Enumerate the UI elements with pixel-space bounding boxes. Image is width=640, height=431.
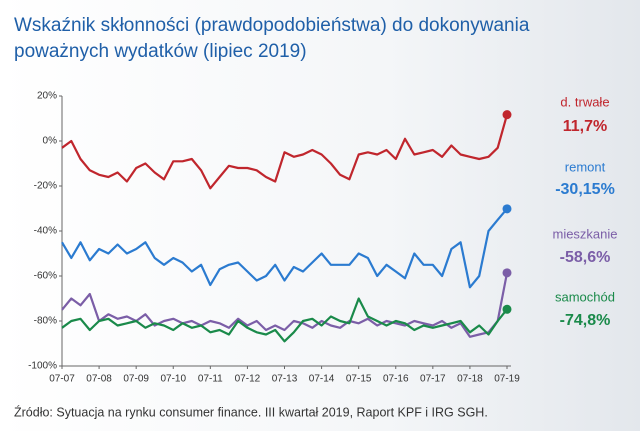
- chart-title: Wskaźnik skłonności (prawdopodobieństwa)…: [14, 15, 530, 36]
- legend-label: mieszkanie: [552, 226, 617, 241]
- x-tick-label: 07-12: [235, 374, 261, 385]
- x-tick-label: 07-10: [160, 374, 186, 385]
- value-label: -74,8%: [560, 312, 611, 329]
- value-label: 11,7%: [563, 118, 607, 135]
- series-line: [61, 297, 508, 343]
- x-tick-label: 07-08: [86, 374, 112, 385]
- y-tick-label: -100%: [28, 361, 57, 372]
- x-tick-label: 07-15: [346, 374, 372, 385]
- y-tick-label: -20%: [34, 181, 57, 192]
- series-line: [61, 208, 508, 289]
- x-tick-label: 07-13: [272, 374, 298, 385]
- y-tick-label: -40%: [34, 226, 57, 237]
- y-tick-label: -80%: [34, 316, 57, 327]
- value-label: -58,6%: [560, 249, 611, 266]
- x-tick-label: 07-18: [457, 374, 483, 385]
- x-tick-label: 07-17: [420, 374, 446, 385]
- legend-label: d. trwałe: [560, 94, 609, 109]
- end-point: [502, 110, 512, 120]
- source-note: Źródło: Sytuacja na rynku consumer finan…: [14, 404, 488, 419]
- legend-label: samochód: [555, 289, 615, 304]
- x-tick-label: 07-07: [49, 374, 75, 385]
- y-tick-label: 20%: [37, 91, 57, 102]
- y-tick-label: -60%: [34, 271, 57, 282]
- legend-label: remont: [565, 159, 606, 174]
- end-point: [502, 204, 512, 214]
- value-label: -30,15%: [555, 181, 615, 198]
- x-tick-label: 07-14: [309, 374, 335, 385]
- end-point: [502, 268, 512, 278]
- x-tick-label: 07-16: [383, 374, 409, 385]
- y-tick-label: 0%: [43, 136, 58, 147]
- end-point: [502, 304, 512, 314]
- x-tick-label: 07-11: [198, 374, 223, 385]
- series-line: [61, 114, 509, 190]
- x-tick-label: 07-19: [494, 374, 520, 385]
- x-tick-label: 07-09: [123, 374, 149, 385]
- chart-subtitle: poważnych wydatków (lipiec 2019): [14, 41, 307, 62]
